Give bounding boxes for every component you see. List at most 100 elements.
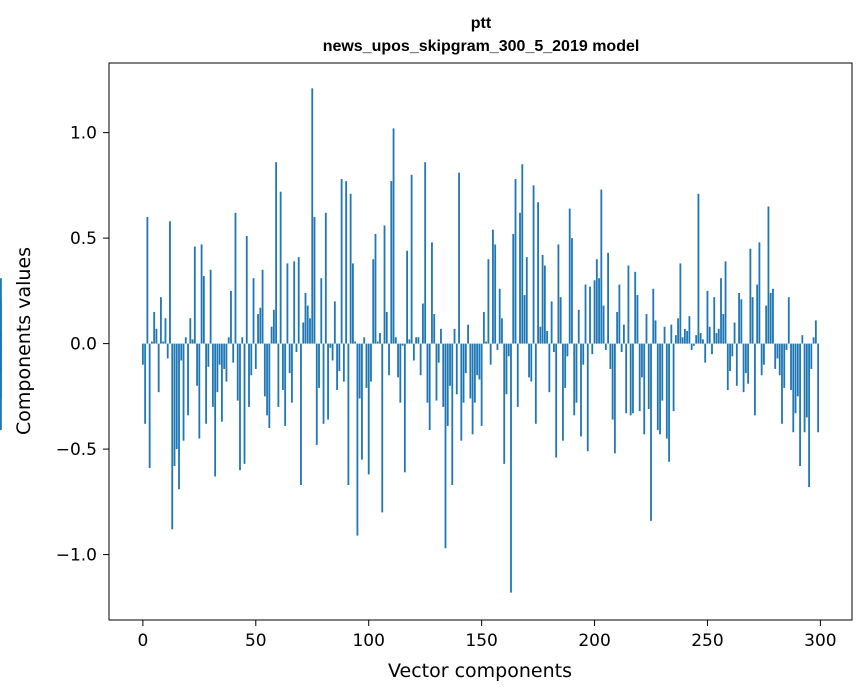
bar-209 bbox=[613, 343, 616, 454]
bar-85 bbox=[333, 301, 336, 344]
bar-145 bbox=[469, 343, 472, 399]
bar-124 bbox=[422, 303, 424, 344]
bar-175 bbox=[537, 202, 539, 344]
bar-139 bbox=[455, 343, 458, 395]
bar-104 bbox=[376, 341, 379, 344]
bar-262 bbox=[733, 322, 736, 344]
bar-289 bbox=[794, 343, 797, 414]
bar-180 bbox=[548, 343, 551, 393]
bar-140 bbox=[458, 172, 460, 344]
y-tick-label: −0.5 bbox=[56, 440, 97, 460]
bars-group bbox=[0, 88, 820, 593]
bar-40 bbox=[232, 343, 235, 363]
x-tick-label: 0 bbox=[137, 631, 148, 651]
bar-93 bbox=[351, 263, 354, 344]
bar-92 bbox=[349, 193, 352, 344]
bar-160 bbox=[503, 343, 506, 464]
bar-20 bbox=[187, 343, 189, 416]
bar-44 bbox=[241, 337, 244, 344]
bar-103 bbox=[374, 233, 377, 344]
bar-280 bbox=[774, 343, 777, 369]
bar-120 bbox=[412, 343, 415, 361]
bar-37 bbox=[225, 343, 228, 382]
bar-177 bbox=[541, 254, 544, 344]
bar-249 bbox=[704, 343, 707, 363]
bar-291 bbox=[799, 343, 801, 466]
bar-58 bbox=[272, 309, 275, 344]
bar-141 bbox=[460, 343, 463, 441]
bar-105 bbox=[379, 333, 381, 344]
bar-148 bbox=[476, 343, 479, 376]
bar-236 bbox=[674, 335, 677, 344]
bar-275 bbox=[763, 343, 765, 365]
bar-187 bbox=[564, 343, 567, 388]
bar-31 bbox=[211, 343, 214, 407]
bar-7 bbox=[157, 343, 160, 393]
bar-83 bbox=[329, 343, 332, 348]
bar-176 bbox=[539, 326, 542, 344]
bar-56 bbox=[268, 343, 271, 429]
bar-185 bbox=[559, 297, 562, 344]
bar-75 bbox=[311, 88, 314, 344]
bar-258 bbox=[724, 261, 727, 344]
bar-52 bbox=[259, 307, 262, 344]
bar-296 bbox=[810, 343, 813, 369]
bar-49 bbox=[252, 278, 255, 344]
bar-129 bbox=[433, 314, 436, 344]
bar-197 bbox=[586, 343, 589, 452]
bar-114 bbox=[399, 343, 402, 403]
bar-60 bbox=[277, 343, 280, 407]
bar-224 bbox=[647, 343, 650, 410]
bar-64 bbox=[286, 263, 289, 344]
y-axis-ticks: −1.0 −0.5 0.0 0.5 1.0 bbox=[56, 124, 109, 566]
bar-222 bbox=[643, 343, 646, 435]
bar-19 bbox=[184, 337, 187, 344]
bar-203 bbox=[600, 189, 603, 344]
bar-6 bbox=[155, 328, 158, 344]
bar-61 bbox=[279, 191, 282, 344]
y-tick-label: −1.0 bbox=[56, 546, 97, 566]
bar-171 bbox=[528, 343, 530, 378]
x-tick-label: 100 bbox=[352, 631, 384, 651]
bar-125 bbox=[424, 162, 427, 344]
bar-225 bbox=[650, 343, 652, 521]
bar-41 bbox=[234, 212, 237, 344]
bar-288 bbox=[792, 343, 795, 433]
bar-285 bbox=[785, 343, 788, 350]
bar-283 bbox=[781, 343, 783, 424]
bar-273 bbox=[758, 242, 761, 344]
bar-161 bbox=[505, 343, 508, 395]
bar-50 bbox=[254, 343, 257, 369]
bar-16 bbox=[178, 343, 180, 490]
bar-89 bbox=[342, 343, 345, 382]
bar-110 bbox=[390, 181, 393, 344]
bar-235 bbox=[672, 343, 675, 412]
bar-4 bbox=[151, 341, 153, 344]
bar-254 bbox=[715, 333, 718, 344]
bar-137 bbox=[451, 343, 454, 485]
bar-232 bbox=[665, 343, 668, 439]
bar-107 bbox=[383, 225, 386, 344]
bar-178 bbox=[543, 265, 546, 344]
bar-182 bbox=[552, 343, 555, 353]
bar-136 bbox=[449, 343, 451, 386]
bar-144 bbox=[467, 324, 469, 344]
bar-192 bbox=[575, 343, 578, 403]
bar-194 bbox=[580, 343, 582, 437]
bar-48 bbox=[250, 343, 253, 376]
y-axis-label: Components values bbox=[13, 247, 35, 435]
bar-274 bbox=[760, 343, 763, 376]
bar-undefined bbox=[0, 278, 2, 344]
bar-287 bbox=[790, 343, 792, 391]
bar-131 bbox=[437, 343, 440, 363]
bar-278 bbox=[769, 292, 772, 344]
bar-213 bbox=[623, 324, 625, 344]
bar-53 bbox=[261, 269, 264, 344]
x-tick-label: 150 bbox=[465, 631, 497, 651]
bar-0 bbox=[141, 343, 144, 365]
bar-68 bbox=[295, 343, 298, 353]
bar-87 bbox=[338, 343, 341, 372]
bar-67 bbox=[293, 261, 296, 344]
bar-147 bbox=[473, 343, 476, 403]
bar-135 bbox=[446, 343, 449, 426]
